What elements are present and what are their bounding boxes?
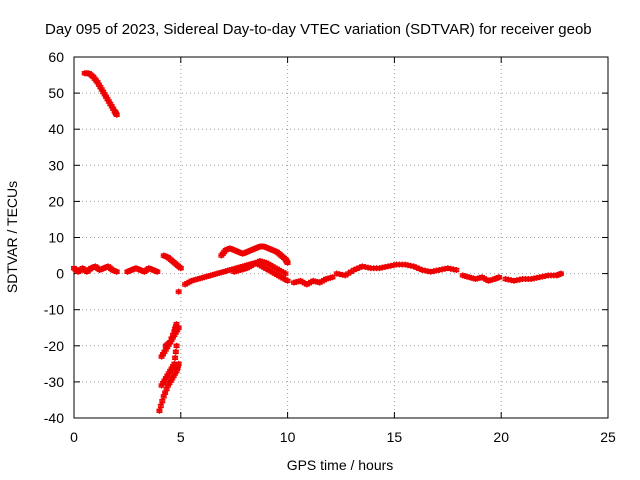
- series-arc-main-6: [459, 272, 503, 284]
- data-point: [175, 288, 182, 295]
- y-tick-label: 50: [48, 85, 64, 101]
- series-arc-main-2: [124, 265, 161, 275]
- chart-title: Day 095 of 2023, Sidereal Day-to-day VTE…: [45, 21, 592, 38]
- x-tick-label: 10: [280, 429, 296, 445]
- x-tick-label: 20: [493, 429, 509, 445]
- series-arc-neg-3: [156, 360, 182, 414]
- data-point: [157, 402, 164, 409]
- data-point: [177, 265, 184, 272]
- y-axis: 60 50 40 30 20 10 0 -10 -20 -30 -40: [44, 49, 608, 426]
- y-tick-label: -40: [44, 410, 64, 426]
- y-tick-label: -20: [44, 338, 64, 354]
- y-axis-label: SDTVAR / TECUs: [4, 181, 20, 293]
- y-tick-label: 20: [48, 193, 64, 209]
- data-marks: [71, 70, 565, 414]
- series-arc-isolated: [175, 288, 182, 295]
- grid-lines: [74, 57, 608, 418]
- data-point: [175, 324, 182, 331]
- data-point: [113, 111, 120, 118]
- data-point: [173, 342, 180, 349]
- data-point: [175, 360, 182, 367]
- data-point: [284, 277, 291, 284]
- y-tick-label: 60: [48, 49, 64, 65]
- series-arc-neg-4: [162, 324, 182, 349]
- y-tick-label: -30: [44, 374, 64, 390]
- data-point: [156, 407, 163, 414]
- series-arc-main-5: [333, 261, 460, 279]
- series-arc-main-1: [71, 263, 120, 275]
- data-point: [282, 270, 289, 277]
- data-point: [113, 268, 120, 275]
- x-tick-label: 5: [177, 429, 185, 445]
- data-point: [496, 274, 503, 281]
- data-point: [154, 268, 161, 275]
- y-tick-label: 0: [56, 266, 64, 282]
- series-arc-mid-bump: [231, 257, 289, 277]
- data-point: [453, 266, 460, 273]
- data-point: [172, 348, 179, 355]
- x-axis-label: GPS time / hours: [287, 457, 394, 473]
- y-tick-label: 40: [48, 121, 64, 137]
- series-arc-upper-bump: [218, 243, 291, 266]
- data-point: [159, 398, 166, 405]
- series-arc-main-7: [502, 270, 565, 284]
- data-point: [172, 354, 179, 361]
- data-point: [284, 259, 291, 266]
- y-tick-label: 30: [48, 157, 64, 173]
- x-tick-label: 25: [600, 429, 616, 445]
- series-arc-pre-gap: [160, 252, 184, 272]
- x-axis: 0 5 10 15 20 25: [70, 57, 616, 445]
- series-arc-high-start: [81, 70, 120, 118]
- series-arc-main-4: [291, 274, 336, 288]
- y-tick-label: -10: [44, 302, 64, 318]
- x-tick-label: 0: [70, 429, 78, 445]
- y-tick-label: 10: [48, 230, 64, 246]
- x-tick-label: 15: [387, 429, 403, 445]
- data-point: [558, 270, 565, 277]
